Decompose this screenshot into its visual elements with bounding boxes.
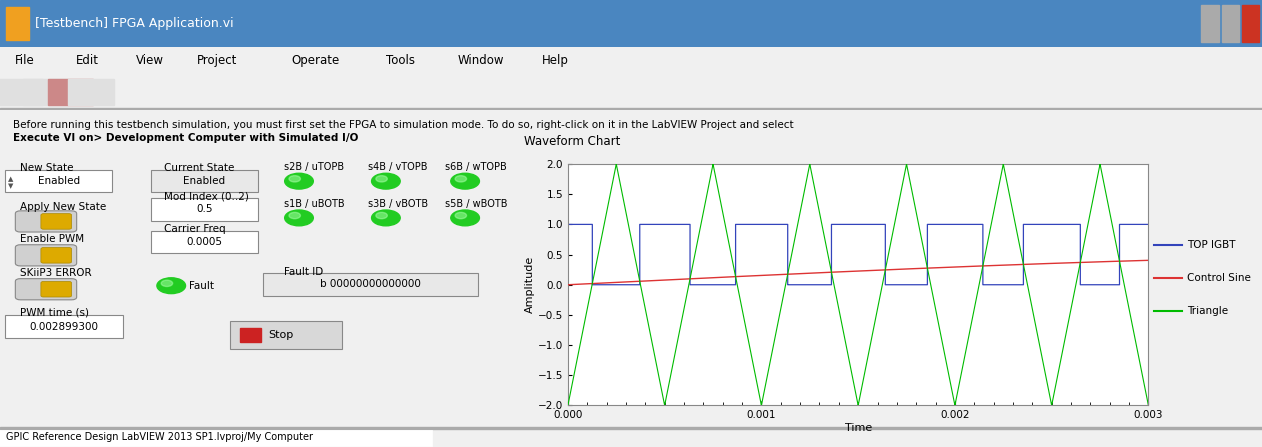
Text: File: File bbox=[15, 54, 35, 67]
Bar bbox=[6, 7, 29, 40]
Circle shape bbox=[371, 210, 400, 226]
FancyBboxPatch shape bbox=[15, 245, 77, 266]
FancyBboxPatch shape bbox=[264, 273, 478, 295]
Text: Help: Help bbox=[541, 54, 568, 67]
Text: Control Sine: Control Sine bbox=[1186, 273, 1251, 283]
Text: [Testbench] FPGA Application.vi: [Testbench] FPGA Application.vi bbox=[35, 17, 233, 30]
Text: Waveform Chart: Waveform Chart bbox=[524, 135, 621, 148]
Text: Mod Index (0..2): Mod Index (0..2) bbox=[164, 192, 249, 202]
Circle shape bbox=[156, 278, 186, 294]
Text: Enable PWM: Enable PWM bbox=[20, 234, 85, 244]
Text: s1B / uBOTB: s1B / uBOTB bbox=[284, 199, 345, 209]
Text: Fault ID: Fault ID bbox=[284, 266, 323, 277]
FancyBboxPatch shape bbox=[150, 170, 259, 193]
FancyBboxPatch shape bbox=[48, 79, 93, 105]
Y-axis label: Amplitude: Amplitude bbox=[525, 256, 535, 313]
Circle shape bbox=[285, 210, 313, 226]
Text: Before running this testbench simulation, you must first set the FPGA to simulat: Before running this testbench simulation… bbox=[13, 120, 796, 130]
Text: SKiiP3 ERROR: SKiiP3 ERROR bbox=[20, 268, 92, 278]
Text: s3B / vBOTB: s3B / vBOTB bbox=[369, 199, 428, 209]
Circle shape bbox=[371, 173, 400, 189]
Text: View: View bbox=[136, 54, 164, 67]
FancyBboxPatch shape bbox=[40, 214, 72, 229]
FancyBboxPatch shape bbox=[68, 79, 114, 105]
FancyBboxPatch shape bbox=[0, 79, 43, 105]
FancyBboxPatch shape bbox=[230, 321, 342, 349]
Bar bbox=[1201, 4, 1219, 42]
X-axis label: Time: Time bbox=[844, 423, 872, 433]
Text: Enabled: Enabled bbox=[38, 176, 80, 186]
Bar bbox=[0, 108, 1262, 110]
Circle shape bbox=[376, 176, 387, 182]
Text: 0.5: 0.5 bbox=[196, 204, 213, 215]
Bar bbox=[1222, 4, 1239, 42]
FancyBboxPatch shape bbox=[150, 198, 259, 221]
Text: Carrier Freq: Carrier Freq bbox=[164, 224, 225, 234]
Text: Stop: Stop bbox=[269, 330, 294, 340]
FancyBboxPatch shape bbox=[5, 316, 122, 338]
FancyBboxPatch shape bbox=[15, 278, 77, 300]
Circle shape bbox=[456, 212, 467, 219]
Bar bbox=[1242, 4, 1259, 42]
Text: Window: Window bbox=[458, 54, 505, 67]
FancyBboxPatch shape bbox=[150, 231, 259, 253]
Text: 0.002899300: 0.002899300 bbox=[29, 322, 98, 332]
Circle shape bbox=[451, 173, 480, 189]
Text: Current State: Current State bbox=[164, 164, 233, 173]
Circle shape bbox=[376, 212, 387, 219]
Circle shape bbox=[162, 280, 173, 287]
Text: b 00000000000000: b 00000000000000 bbox=[321, 279, 422, 289]
Circle shape bbox=[289, 176, 300, 182]
FancyBboxPatch shape bbox=[5, 170, 112, 193]
Text: ▲: ▲ bbox=[8, 176, 14, 182]
Circle shape bbox=[289, 212, 300, 219]
Text: Execute VI on> Development Computer with Simulated I/O: Execute VI on> Development Computer with… bbox=[13, 133, 358, 143]
Circle shape bbox=[456, 176, 467, 182]
Text: Project: Project bbox=[197, 54, 237, 67]
Text: s4B / vTOPB: s4B / vTOPB bbox=[369, 162, 428, 172]
Text: GPIC Reference Design LabVIEW 2013 SP1.lvproj/My Computer: GPIC Reference Design LabVIEW 2013 SP1.l… bbox=[6, 432, 313, 443]
Circle shape bbox=[451, 210, 480, 226]
FancyBboxPatch shape bbox=[0, 430, 432, 446]
Text: s6B / wTOPB: s6B / wTOPB bbox=[444, 162, 506, 172]
Text: Tools: Tools bbox=[386, 54, 415, 67]
FancyBboxPatch shape bbox=[15, 211, 77, 232]
Text: Edit: Edit bbox=[76, 54, 98, 67]
Text: New State: New State bbox=[20, 164, 74, 173]
FancyBboxPatch shape bbox=[40, 248, 72, 263]
Bar bbox=[240, 328, 261, 342]
Text: 0.0005: 0.0005 bbox=[187, 237, 222, 247]
Text: Fault: Fault bbox=[189, 281, 215, 291]
Text: Apply New State: Apply New State bbox=[20, 202, 107, 211]
Text: Triangle: Triangle bbox=[1186, 306, 1228, 316]
Text: Enabled: Enabled bbox=[183, 176, 226, 186]
Bar bbox=[0, 427, 1262, 429]
Text: s5B / wBOTB: s5B / wBOTB bbox=[444, 199, 507, 209]
FancyBboxPatch shape bbox=[40, 282, 72, 297]
Text: Operate: Operate bbox=[292, 54, 339, 67]
Text: ▼: ▼ bbox=[8, 183, 14, 189]
FancyBboxPatch shape bbox=[23, 79, 68, 105]
Text: s2B / uTOPB: s2B / uTOPB bbox=[284, 162, 343, 172]
Circle shape bbox=[285, 173, 313, 189]
Text: PWM time (s): PWM time (s) bbox=[20, 308, 90, 317]
Text: TOP IGBT: TOP IGBT bbox=[1186, 240, 1235, 250]
